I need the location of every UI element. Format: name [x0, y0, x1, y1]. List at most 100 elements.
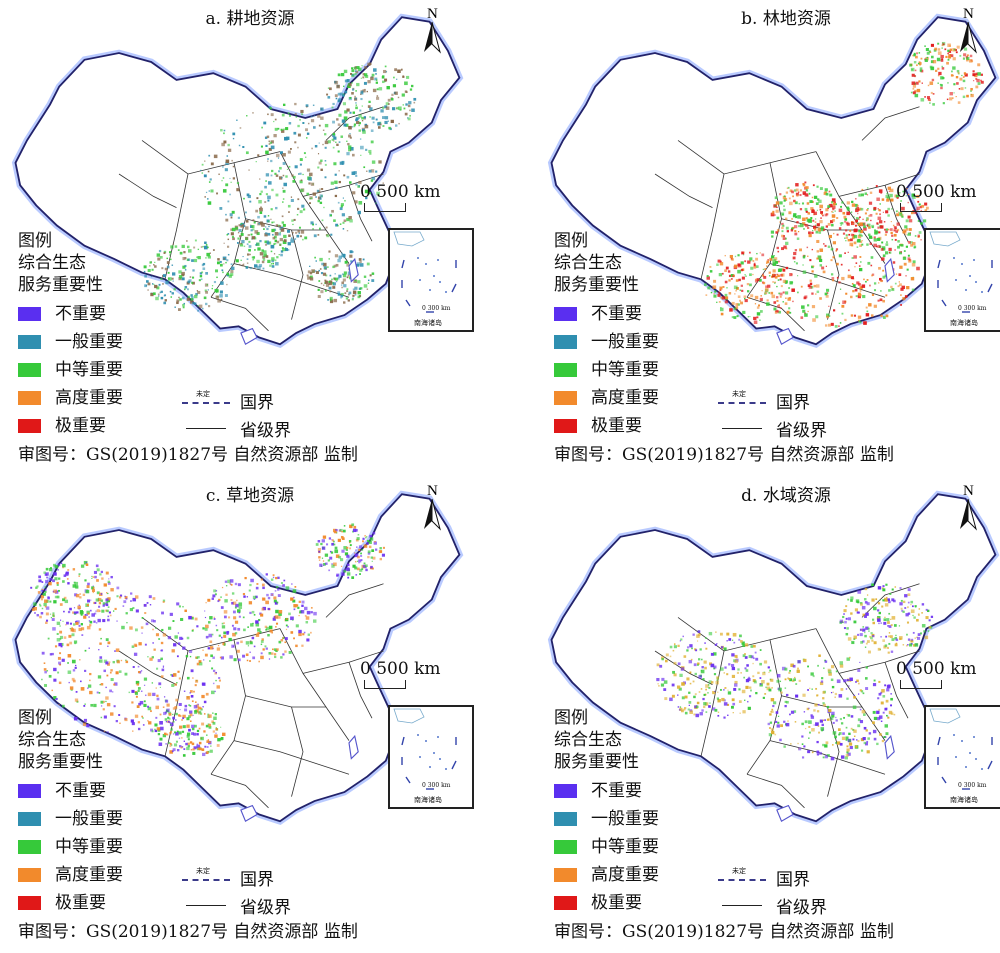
legend: 图例 综合生态 服务重要性 不重要 一般重要 中等重要 高度重要 极重要 — [18, 707, 208, 917]
panel-grassland: c. 草地资源 N 0 500 km — [0, 477, 500, 953]
scale-bar: 0 500 km — [360, 659, 480, 693]
legend-label: 一般重要 — [591, 809, 659, 829]
national-boundary-symbol: 未定 — [718, 390, 766, 407]
legend-heading: 图例 — [18, 708, 52, 728]
legend-label: 一般重要 — [591, 332, 659, 352]
legend-subtitle-2: 服务重要性 — [18, 752, 103, 772]
scale-bar: 0 500 km — [896, 659, 1000, 693]
legend-item: 不重要 — [18, 777, 208, 805]
legend-swatch — [554, 868, 577, 882]
legend-item: 一般重要 — [554, 328, 744, 356]
legend-item: 极重要 — [18, 889, 208, 917]
legend-item: 一般重要 — [18, 805, 208, 833]
national-boundary-row: 未定 国界 — [182, 386, 302, 414]
inset-name: 南海诸岛 — [414, 796, 442, 804]
legend-label: 高度重要 — [591, 865, 659, 885]
panel-title: d. 水域资源 — [741, 486, 831, 506]
legend-swatch — [554, 784, 577, 798]
legend-subtitle-1: 综合生态 — [18, 253, 86, 273]
legend-subtitle-1: 综合生态 — [554, 730, 622, 750]
boundary-legend: 未定 国界 省级界 — [182, 386, 302, 442]
inset-name: 南海诸岛 — [950, 319, 978, 327]
provincial-boundary-label: 省级界 — [776, 897, 827, 918]
legend-label: 不重要 — [55, 781, 106, 801]
svg-text:N: N — [427, 483, 438, 499]
north-arrow-icon: N — [960, 483, 977, 531]
scale-label: 0 500 km — [360, 182, 441, 202]
provincial-boundary-symbol — [718, 421, 766, 435]
china-map — [11, 13, 464, 348]
provincial-boundary-label: 省级界 — [240, 897, 291, 918]
legend-label: 中等重要 — [591, 837, 659, 857]
legend-label: 中等重要 — [55, 837, 123, 857]
legend-subtitle-2: 服务重要性 — [554, 752, 639, 772]
national-boundary-row: 未定 国界 — [718, 386, 838, 414]
legend-swatch — [554, 419, 577, 433]
svg-text:N: N — [963, 6, 974, 22]
national-boundary-label: 国界 — [240, 392, 274, 413]
scale-line — [364, 680, 406, 689]
legend-label: 不重要 — [55, 304, 106, 324]
legend-swatch — [554, 363, 577, 377]
north-arrow-icon: N — [424, 6, 441, 54]
legend-swatch — [18, 840, 41, 854]
provincial-boundary-row: 省级界 — [182, 414, 302, 442]
inset-name: 南海诸岛 — [950, 796, 978, 804]
scale-bar: 0 500 km — [360, 182, 480, 216]
panel-water: d. 水域资源 N 0 500 km — [536, 477, 1000, 953]
legend-item: 极重要 — [18, 412, 208, 440]
north-arrow-icon: N — [424, 483, 441, 531]
provincial-boundary-row: 省级界 — [718, 414, 838, 442]
legend-item: 中等重要 — [18, 833, 208, 861]
legend-swatch — [18, 335, 41, 349]
south-china-sea-inset: 0 300 km 南海诸岛 — [924, 228, 1000, 332]
scale-label: 0 500 km — [896, 659, 977, 679]
approval-number: 审图号：GS(2019)1827号 自然资源部 监制 — [554, 445, 894, 465]
provincial-boundary-row: 省级界 — [182, 891, 302, 919]
inset-name: 南海诸岛 — [414, 319, 442, 327]
inset-scale: 0 300 km — [958, 305, 987, 312]
legend-item: 一般重要 — [18, 328, 208, 356]
approval-number: 审图号：GS(2019)1827号 自然资源部 监制 — [554, 922, 894, 942]
legend-label: 一般重要 — [55, 332, 123, 352]
legend-swatch — [18, 868, 41, 882]
undetermined-label: 未定 — [732, 390, 746, 398]
legend-item: 不重要 — [554, 777, 744, 805]
legend-label: 中等重要 — [55, 360, 123, 380]
legend-item: 中等重要 — [554, 356, 744, 384]
boundary-legend: 未定 国界 省级界 — [718, 863, 838, 919]
legend-swatch — [18, 419, 41, 433]
panel-forest: b. 林地资源 N 0 500 km — [536, 0, 1000, 476]
legend-item: 高度重要 — [554, 861, 744, 889]
legend-label: 高度重要 — [55, 865, 123, 885]
approval-number: 审图号：GS(2019)1827号 自然资源部 监制 — [18, 922, 358, 942]
legend: 图例 综合生态 服务重要性 不重要 一般重要 中等重要 高度重要 极重要 — [554, 707, 744, 917]
svg-text:N: N — [963, 483, 974, 499]
legend-swatch — [554, 896, 577, 910]
legend-item: 高度重要 — [18, 861, 208, 889]
scale-label: 0 500 km — [360, 659, 441, 679]
legend: 图例 综合生态 服务重要性 不重要 一般重要 中等重要 高度重要 极重要 — [18, 230, 208, 440]
panel-title: b. 林地资源 — [741, 9, 831, 29]
scale-line — [364, 203, 406, 212]
legend-swatch — [554, 812, 577, 826]
provincial-boundary-symbol — [182, 421, 230, 435]
national-boundary-symbol: 未定 — [182, 867, 230, 884]
provincial-boundary-symbol — [182, 898, 230, 912]
legend-swatch — [18, 784, 41, 798]
legend-item: 一般重要 — [554, 805, 744, 833]
legend-subtitle-2: 服务重要性 — [554, 275, 639, 295]
panel-title: a. 耕地资源 — [205, 9, 295, 29]
undetermined-label: 未定 — [196, 867, 210, 875]
legend-label: 一般重要 — [55, 809, 123, 829]
scale-label: 0 500 km — [896, 182, 977, 202]
south-china-sea-inset: 0 300 km 南海诸岛 — [388, 705, 474, 809]
provincial-boundary-label: 省级界 — [776, 420, 827, 441]
legend-swatch — [554, 391, 577, 405]
legend-swatch — [554, 335, 577, 349]
legend-swatch — [18, 812, 41, 826]
legend-swatch — [18, 307, 41, 321]
legend: 图例 综合生态 服务重要性 不重要 一般重要 中等重要 高度重要 极重要 — [554, 230, 744, 440]
legend-heading: 图例 — [18, 231, 52, 251]
legend-item: 不重要 — [18, 300, 208, 328]
